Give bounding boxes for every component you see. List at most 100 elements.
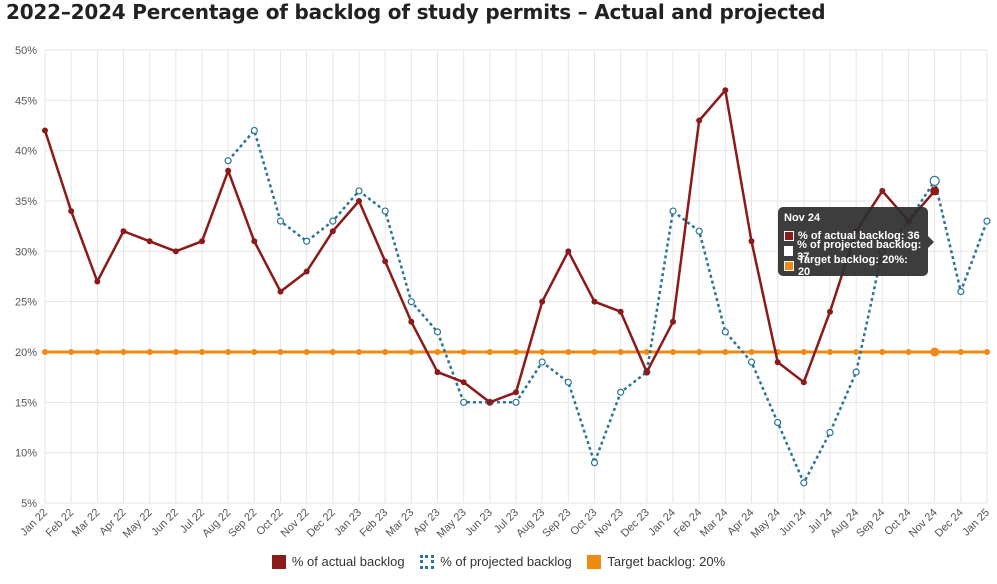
data-point: [670, 349, 676, 355]
data-point: [277, 288, 284, 295]
tooltip-row-target: Target backlog: 20%: 20: [784, 254, 922, 278]
data-point: [565, 248, 572, 255]
data-point: [984, 349, 990, 355]
data-point: [617, 349, 624, 355]
y-tick-label: 45%: [15, 95, 37, 107]
data-point: [486, 399, 493, 406]
data-point: [512, 398, 520, 406]
data-point: [695, 227, 703, 235]
legend-label-projected: % of projected backlog: [440, 554, 572, 569]
data-point: [120, 228, 127, 235]
data-point: [356, 198, 362, 204]
data-point: [957, 288, 965, 296]
data-point: [696, 349, 703, 355]
x-tick-label: Jun 22: [149, 507, 181, 539]
data-point: [722, 349, 729, 355]
y-axis: 5% 10% 15% 20% 25% 30% 35% 40% 45% 50%: [15, 45, 37, 510]
data-point: [68, 349, 75, 355]
data-point: [929, 175, 940, 186]
data-point: [303, 349, 310, 355]
legend-item-projected[interactable]: % of projected backlog: [420, 554, 572, 569]
y-tick-label: 20%: [15, 347, 37, 359]
tooltip-swatch-actual: [784, 230, 794, 241]
series: [42, 87, 991, 487]
chart-title: 2022–2024 Percentage of backlog of study…: [6, 0, 826, 24]
data-point: [146, 238, 153, 245]
tooltip-label-actual: % of actual backlog: 36: [798, 229, 920, 242]
data-point: [277, 349, 284, 355]
x-tick-label: Dec 24: [933, 507, 966, 540]
x-tick-label: Feb 24: [672, 507, 705, 540]
data-point: [68, 208, 75, 215]
data-point: [696, 117, 703, 124]
legend-label-target: Target backlog: 20%: [607, 554, 726, 569]
data-point: [590, 459, 599, 467]
x-tick-label: Feb 23: [358, 507, 391, 540]
data-point: [460, 349, 467, 355]
x-tick-label: Aug 23: [514, 507, 547, 540]
x-tick-label: Mar 22: [70, 507, 103, 540]
data-point: [355, 187, 363, 195]
data-point: [120, 349, 127, 355]
x-tick-label: Sep 22: [226, 507, 259, 540]
legend-swatch-projected: [420, 554, 435, 569]
data-point: [42, 127, 48, 134]
x-tick-label: May 22: [121, 507, 155, 541]
data-point: [643, 369, 650, 376]
data-point: [329, 349, 336, 355]
data-point: [460, 398, 468, 406]
legend-item-actual[interactable]: % of actual backlog: [271, 554, 405, 569]
data-point: [800, 349, 807, 355]
legend: % of actual backlog % of projected backl…: [0, 554, 997, 572]
data-point: [774, 359, 781, 366]
x-tick-label: Dec 23: [619, 507, 652, 540]
data-point: [250, 126, 258, 135]
data-point: [617, 308, 624, 315]
y-tick-label: 25%: [15, 297, 37, 309]
tooltip-row-projected: % of projected backlog: 37: [784, 239, 922, 263]
data-point: [42, 349, 48, 355]
data-point: [905, 349, 912, 355]
data-point: [853, 349, 860, 355]
data-point: [513, 349, 519, 355]
y-tick-label: 5%: [21, 498, 37, 510]
data-point: [827, 349, 833, 355]
data-point: [381, 207, 389, 215]
x-tick-label: Mar 24: [698, 507, 731, 540]
data-point: [591, 349, 598, 355]
data-point: [434, 349, 441, 355]
data-point: [433, 328, 442, 336]
series-line: [227, 129, 989, 485]
y-tick-label: 50%: [15, 45, 37, 57]
data-point: [251, 238, 258, 245]
data-point: [225, 167, 232, 174]
tooltip-swatch-target: [784, 260, 794, 271]
data-point: [564, 378, 572, 386]
data-point: [199, 238, 205, 245]
data-point: [930, 186, 940, 196]
x-tick-label: Aug 22: [200, 507, 233, 540]
legend-swatch-actual: [271, 554, 286, 569]
tooltip-label-target: Target backlog: 20%: 20: [797, 253, 908, 278]
x-tick-label: Feb 22: [44, 507, 77, 540]
series-actual: [42, 87, 940, 406]
data-point: [303, 237, 311, 245]
y-tick-label: 35%: [15, 196, 37, 208]
legend-item-target[interactable]: Target backlog: 20%: [587, 554, 725, 569]
data-point: [486, 349, 493, 355]
data-point: [146, 349, 153, 355]
x-tick-label: Dec 22: [305, 507, 338, 540]
data-point: [800, 379, 807, 386]
data-point: [983, 217, 991, 225]
data-point: [565, 349, 572, 355]
data-point: [722, 87, 729, 94]
data-point: [826, 428, 834, 437]
data-point: [879, 187, 886, 194]
x-tick-label: Sep 23: [540, 507, 573, 540]
y-tick-label: 30%: [15, 246, 37, 258]
data-point: [172, 248, 179, 255]
data-point: [276, 217, 285, 225]
data-point: [539, 298, 546, 305]
y-tick-label: 10%: [15, 448, 37, 460]
